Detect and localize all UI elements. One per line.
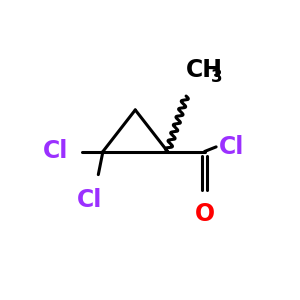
Text: Cl: Cl [43, 140, 68, 164]
Text: O: O [194, 202, 214, 226]
Text: Cl: Cl [76, 188, 102, 212]
Text: 3: 3 [211, 68, 223, 86]
Text: CH: CH [186, 58, 223, 82]
Text: Cl: Cl [218, 135, 244, 159]
